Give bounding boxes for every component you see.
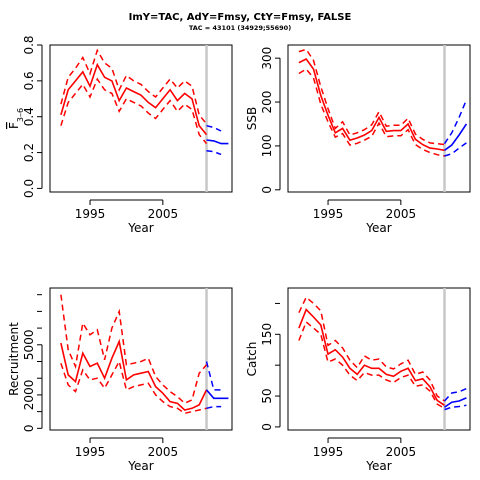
ssb-y-axis-label: SSB	[245, 107, 259, 130]
catch-plot-frame	[287, 287, 471, 431]
recruitment-historic-upper	[60, 294, 208, 405]
recruitment-y-tick-label: 0	[22, 425, 36, 433]
catch-historic-lower	[298, 320, 445, 410]
catch-y-tick-label: 50	[260, 388, 274, 403]
fbar-y-tick-label: 0.8	[22, 35, 36, 54]
catch-forecast-lower	[444, 404, 467, 411]
figure-subtitle: TAC = 43101 (34929;55690)	[189, 24, 291, 32]
catch-forecast-upper	[443, 387, 467, 402]
recruitment-plot-frame	[49, 287, 233, 431]
recruitment-x-tick-label: 2005	[148, 445, 179, 459]
ssb-x-tick-label: 2005	[386, 207, 417, 221]
catch-y-tick-label: 150	[260, 323, 274, 346]
fbar-y-tick-label: 0.4	[22, 107, 36, 126]
ssb-forecast-median	[444, 123, 468, 151]
fbar-x-axis-label: Year	[127, 221, 153, 235]
ssb-forecast-lower	[444, 142, 467, 157]
ssb-x-tick-label: 1995	[313, 207, 344, 221]
catch-y-tick-label: 0	[260, 423, 274, 431]
catch-x-tick-label: 1995	[313, 445, 344, 459]
recruitment-x-axis-label: Year	[127, 459, 153, 473]
catch-y-axis-label: Catch	[245, 342, 259, 377]
recruitment-y-tick-label: 2000	[22, 380, 36, 411]
figure-title: ImY=TAC, AdY=Fmsy, CtY=Fmsy, FALSE	[129, 12, 352, 23]
fbar-y-tick-label: 0.0	[22, 179, 36, 198]
catch-historic-median	[298, 308, 445, 406]
fbar-historic-lower	[60, 77, 208, 145]
ssb-y-tick-label: 0	[260, 186, 274, 194]
fbar-forecast-upper	[206, 124, 222, 132]
catch-historic-upper	[298, 296, 445, 402]
catch-forecast-median	[444, 397, 467, 408]
fbar-forecast-lower	[206, 150, 222, 156]
fbar-historic-upper	[60, 48, 208, 125]
ssb-y-tick-label: 300	[260, 47, 274, 70]
ssb-y-tick-label: 100	[260, 134, 274, 157]
recruitment-forecast-lower	[206, 405, 222, 410]
fbar-y-tick-label: 0.2	[22, 143, 36, 162]
recruitment-y-axis-label: Recruitment	[7, 322, 21, 396]
catch-x-axis-label: Year	[365, 459, 391, 473]
ssb-historic-upper	[298, 48, 445, 146]
fbar-y-axis-label: F3–6	[7, 108, 25, 129]
ssb-historic-median	[298, 57, 445, 152]
catch-x-tick-label: 2005	[386, 445, 417, 459]
fbar-plot-frame	[49, 44, 233, 193]
recruitment-historic-lower	[60, 359, 207, 415]
fbar-forecast-median	[206, 139, 229, 145]
ssb-y-tick-label: 200	[260, 91, 274, 114]
recruitment-forecast-median	[205, 389, 229, 400]
recruitment-forecast-upper	[205, 361, 222, 391]
ssb-x-axis-label: Year	[365, 221, 391, 235]
fbar-x-tick-label: 1995	[75, 207, 106, 221]
fbar-x-tick-label: 2005	[148, 207, 179, 221]
recruitment-x-tick-label: 1995	[75, 445, 106, 459]
fbar-y-tick-label: 0.6	[22, 71, 36, 90]
ssb-plot-frame	[287, 44, 471, 193]
ssb-forecast-upper	[443, 99, 468, 145]
fbar-historic-median	[60, 62, 208, 136]
ssb-historic-lower	[298, 68, 445, 157]
recruitment-y-tick-label: 5000	[22, 330, 36, 361]
recruitment-historic-median	[60, 338, 208, 411]
